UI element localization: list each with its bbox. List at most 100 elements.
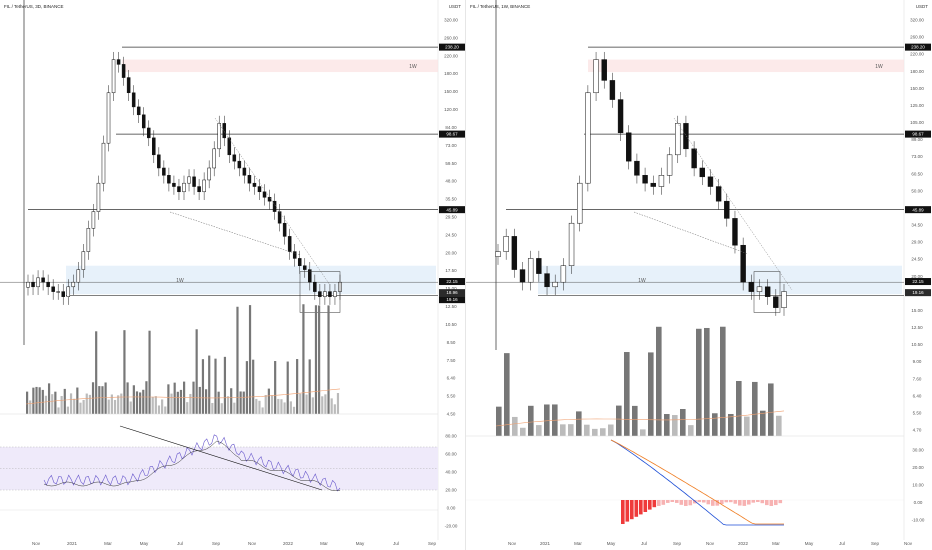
volume-ma-line <box>25 388 341 405</box>
volume-bar <box>616 405 622 436</box>
candle-body <box>126 77 131 94</box>
volume-bar <box>776 415 782 436</box>
volume-bar <box>85 393 88 414</box>
volume-bar <box>528 405 534 436</box>
trendline <box>169 211 301 256</box>
price-tag-label: 238.20 <box>911 45 925 50</box>
candle-body <box>287 236 292 252</box>
right-chart-svg[interactable]: 320.00 260.00 220.00 180.00 150.00 125.00 105.… <box>466 0 932 550</box>
macd-line <box>610 439 784 526</box>
macd-histogram-bar <box>657 500 661 506</box>
candle-body <box>617 99 624 134</box>
volume-bar <box>327 305 330 414</box>
volume-bar <box>110 394 113 414</box>
volume-bar <box>744 416 750 436</box>
macd-histogram-bar <box>697 500 702 503</box>
candle-body <box>31 281 35 288</box>
left-chart-svg[interactable]: 320.00 260.00 220.00 180.00 150.00 120.00 84.0… <box>0 0 466 550</box>
volume-bar <box>123 330 126 414</box>
candle-body <box>101 142 106 184</box>
candle-body <box>593 59 599 94</box>
volume-bar <box>167 384 170 414</box>
volume-bar <box>314 305 318 414</box>
volume-bar <box>318 305 321 414</box>
rsi-tick-label: 0.00 <box>447 506 456 511</box>
volume-bar <box>29 400 32 414</box>
volume-bar <box>76 387 79 414</box>
x-tick-label: Mar <box>104 541 112 546</box>
x-tick-label: 2022 <box>738 541 749 546</box>
volume-bar <box>512 416 518 436</box>
volume-bar <box>592 428 598 436</box>
macd-tick-label: 0.00 <box>914 500 923 505</box>
candle-body <box>552 281 558 288</box>
price-tag-label: 45.89 <box>912 207 924 212</box>
candle-body <box>272 200 277 212</box>
macd-histogram-bar <box>724 500 729 503</box>
candle-body <box>227 137 232 156</box>
volume-bar <box>274 361 277 414</box>
volume-bar <box>568 424 574 436</box>
candle-body <box>162 167 166 176</box>
macd-histogram-bar <box>634 500 639 517</box>
volume-bar <box>230 388 233 414</box>
volume-bar <box>536 425 542 436</box>
candle-body <box>212 148 216 169</box>
y-tick-label: 10.50 <box>911 342 923 347</box>
volume-bar <box>95 331 98 414</box>
volume-bar <box>142 389 145 414</box>
volume-bar <box>656 326 662 436</box>
macd-histogram-bar <box>670 500 675 503</box>
candle-body <box>650 182 656 187</box>
volume-bar <box>151 396 154 414</box>
volume-bar <box>69 393 73 414</box>
price-tag-label: 19.16 <box>912 290 924 295</box>
volume-bar <box>330 398 333 414</box>
macd-histogram-bar <box>756 500 760 503</box>
x-tick-label: Jul <box>839 541 845 546</box>
volume-bar <box>214 358 217 414</box>
volume-bar <box>504 353 510 436</box>
macd-tick-label: 20.00 <box>912 465 924 470</box>
price-tag-label: 98.67 <box>912 132 924 137</box>
candle-body <box>131 92 136 108</box>
volume-bar <box>640 429 646 436</box>
volume-bar <box>204 389 208 414</box>
y-tick-label: 220.00 <box>444 53 458 58</box>
candle-body <box>26 281 30 288</box>
rsi-tick-label: 20.00 <box>445 488 457 493</box>
volume-bar <box>98 386 101 414</box>
price-tag <box>439 43 465 51</box>
candle-body <box>519 269 526 283</box>
rsi-ma-line <box>43 440 341 491</box>
candle-body <box>157 154 161 169</box>
volume-bar <box>688 425 694 436</box>
volume-bar <box>88 394 91 414</box>
volume-bar <box>672 415 678 436</box>
candle-body <box>626 132 632 162</box>
macd-histogram-bar <box>778 500 783 504</box>
volume-bar <box>696 328 702 436</box>
candle-body <box>197 186 201 193</box>
volume-bar <box>135 391 139 414</box>
macd-histogram-bar <box>711 500 715 506</box>
volume-bar <box>170 393 173 414</box>
volume-bar <box>107 399 110 414</box>
y-tick-label: 12.50 <box>911 325 923 330</box>
volume-bar <box>242 391 245 414</box>
volume-bar <box>680 409 686 436</box>
y-tick-label: 12.50 <box>445 304 457 309</box>
volume-bar <box>26 391 29 414</box>
volume-bar <box>712 413 718 436</box>
candle-body <box>262 191 267 198</box>
y-tick-label: 120.00 <box>444 107 458 112</box>
candle-body <box>756 286 763 292</box>
volume-bar <box>129 401 132 414</box>
volume-ma-line <box>495 410 785 427</box>
candle-body <box>106 92 111 144</box>
price-tag <box>905 278 931 286</box>
candle-body <box>609 80 616 100</box>
candle-body <box>318 291 322 297</box>
y-tick-label: 35.50 <box>445 197 457 202</box>
x-tick-label: Jul <box>393 541 399 546</box>
